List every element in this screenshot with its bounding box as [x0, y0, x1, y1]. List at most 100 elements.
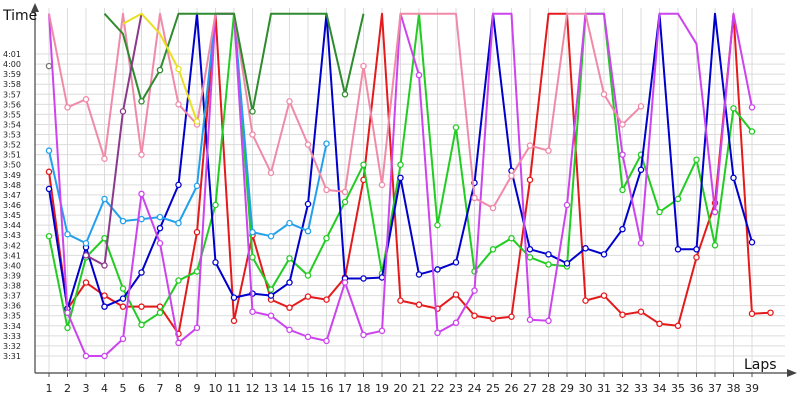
y-tick-label: 3:50	[3, 161, 21, 170]
y-tick-label: 3:43	[3, 231, 21, 240]
data-point	[286, 255, 293, 262]
data-point	[156, 309, 164, 316]
data-point	[212, 201, 219, 209]
data-point	[138, 151, 145, 158]
data-point	[508, 172, 515, 180]
data-point	[82, 96, 90, 103]
data-point	[286, 326, 293, 334]
data-point	[45, 232, 53, 240]
data-point	[341, 279, 349, 286]
y-tick-labels: 3:313:323:333:343:353:363:373:38 3:393:40…	[3, 50, 21, 361]
y-tick-label: 3:52	[3, 141, 21, 150]
data-point	[397, 161, 404, 168]
x-tick-label: 31	[597, 382, 611, 395]
data-point	[323, 296, 330, 303]
x-tick-label: 26	[505, 382, 519, 395]
data-point	[637, 103, 645, 110]
y-tick-label: 3:49	[3, 171, 21, 180]
data-point	[286, 219, 293, 227]
data-point	[323, 140, 330, 147]
data-point	[82, 252, 90, 259]
y-tick-label: 3:31	[3, 352, 21, 361]
x-tick-label: 34	[653, 382, 667, 395]
y-tick-label: 3:45	[3, 211, 21, 220]
x-tick-label: 28	[542, 382, 556, 395]
data-point	[489, 246, 497, 253]
data-point	[175, 339, 182, 347]
series-3	[45, 12, 330, 247]
data-point	[471, 194, 478, 202]
data-point	[64, 309, 71, 316]
data-point	[119, 303, 127, 310]
data-point	[64, 104, 71, 111]
series-line	[122, 12, 198, 122]
series-1	[45, 12, 756, 332]
data-point	[156, 213, 164, 221]
data-point	[119, 295, 127, 302]
y-tick-label: 3:46	[3, 201, 21, 210]
data-point	[138, 215, 145, 223]
data-point	[711, 208, 719, 216]
y-tick-label: 3:59	[3, 70, 21, 79]
data-point	[119, 285, 127, 292]
x-tick-label: 22	[431, 382, 445, 395]
data-point	[748, 310, 756, 317]
data-point	[101, 292, 108, 299]
plot-area	[45, 12, 774, 360]
x-tick-label: 17	[338, 382, 352, 395]
y-tick-label: 3:57	[3, 90, 21, 99]
x-tick-label: 30	[579, 382, 593, 395]
data-point	[45, 147, 53, 154]
y-tick-label: 3:39	[3, 271, 21, 280]
data-point	[101, 303, 108, 310]
data-point	[582, 245, 589, 252]
data-point	[267, 312, 275, 319]
data-point	[619, 151, 626, 158]
y-tick-label: 3:38	[3, 282, 21, 291]
x-tick-label: 25	[486, 382, 500, 395]
y-tick-label: 4:01	[3, 50, 21, 59]
x-axis-title: Laps	[744, 357, 777, 373]
x-tick-label: 2	[64, 382, 71, 395]
data-point	[101, 352, 108, 360]
x-tick-label: 35	[671, 382, 685, 395]
data-point	[508, 234, 515, 242]
x-tick-label: 29	[560, 382, 574, 395]
data-point	[748, 104, 756, 111]
data-point	[397, 174, 404, 182]
data-point	[545, 261, 552, 268]
data-point	[230, 317, 238, 325]
data-point	[637, 308, 645, 315]
data-point	[323, 234, 330, 242]
data-point	[582, 297, 589, 304]
data-point	[378, 274, 386, 281]
data-point	[360, 275, 367, 282]
data-point	[304, 272, 312, 279]
data-point	[175, 277, 182, 284]
x-tick-label: 8	[175, 382, 182, 395]
data-point	[156, 224, 164, 232]
data-point	[45, 62, 53, 70]
data-point	[748, 128, 756, 135]
data-point	[674, 246, 682, 253]
data-point	[267, 286, 275, 293]
data-point	[471, 312, 478, 319]
x-tick-label: 27	[523, 382, 537, 395]
series-6	[103, 12, 365, 115]
data-point	[212, 259, 219, 266]
data-point	[619, 186, 626, 194]
y-tick-label: 3:40	[3, 261, 21, 270]
data-point	[360, 62, 367, 70]
data-point	[637, 166, 645, 174]
data-point	[711, 242, 719, 249]
x-tick-label: 12	[246, 382, 260, 395]
data-point	[286, 304, 293, 311]
data-point	[545, 147, 552, 154]
x-tick-label: 11	[227, 382, 241, 395]
x-tick-label: 6	[138, 382, 145, 395]
x-tick-label: 18	[357, 382, 371, 395]
data-point	[249, 108, 256, 115]
data-point	[249, 228, 256, 236]
data-point	[397, 297, 404, 304]
x-tick-label: 24	[468, 382, 482, 395]
